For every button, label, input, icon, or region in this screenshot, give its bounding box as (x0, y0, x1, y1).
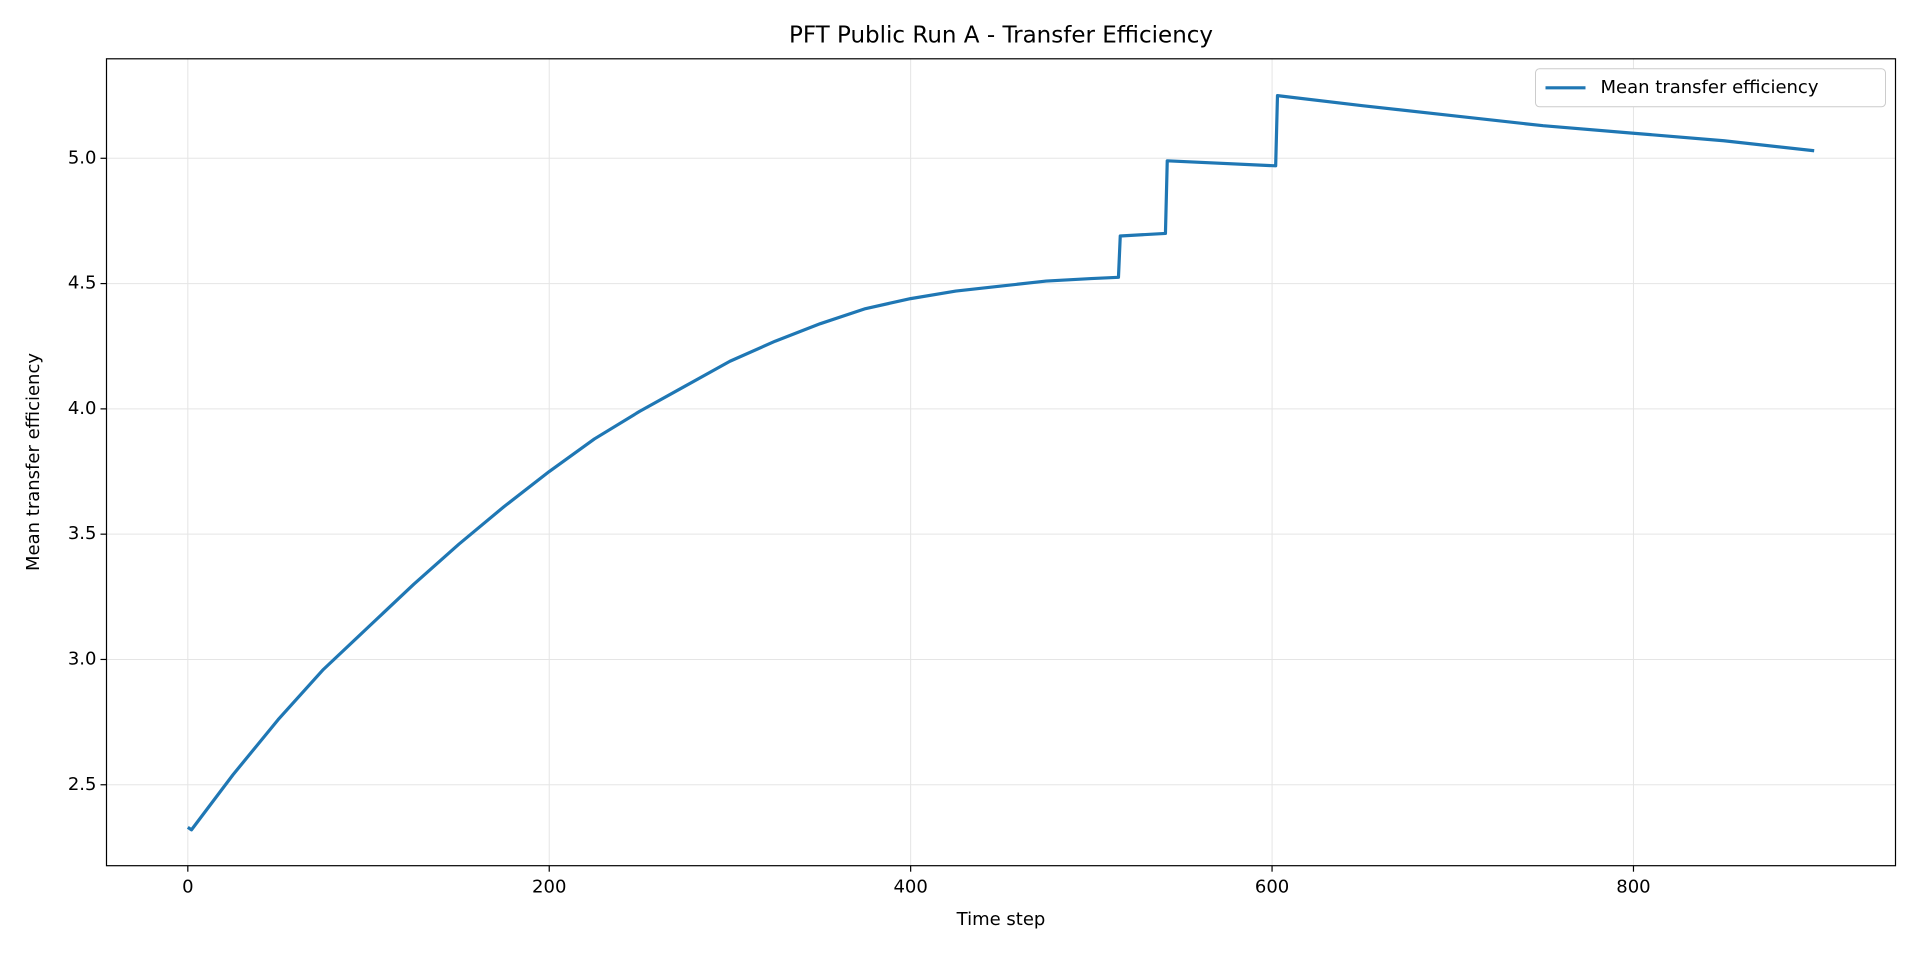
y-tick-label: 4.5 (68, 273, 97, 294)
y-tick-label: 3.5 (68, 523, 97, 544)
legend: Mean transfer efficiency (1535, 68, 1886, 108)
plot-frame (105, 58, 1897, 867)
legend-box (1535, 68, 1886, 108)
x-tick-label: 800 (1616, 877, 1650, 898)
y-tick-label: 2.5 (68, 774, 97, 795)
x-tick-label: 400 (893, 877, 927, 898)
x-axis-label: Time step (956, 909, 1046, 930)
y-tick-label: 3.0 (68, 648, 97, 669)
y-tick-label: 5.0 (68, 147, 97, 168)
data-line (186, 94, 1815, 832)
chart-title: PFT Public Run A - Transfer Efficiency (789, 23, 1213, 49)
y-tick-label: 4.0 (68, 398, 97, 419)
x-tick-label: 600 (1255, 877, 1289, 898)
x-tick-label: 0 (182, 877, 193, 898)
y-axis-label: Mean transfer efficiency (23, 353, 44, 571)
legend-label: Mean transfer efficiency (1601, 77, 1819, 98)
x-tick-label: 200 (532, 877, 566, 898)
